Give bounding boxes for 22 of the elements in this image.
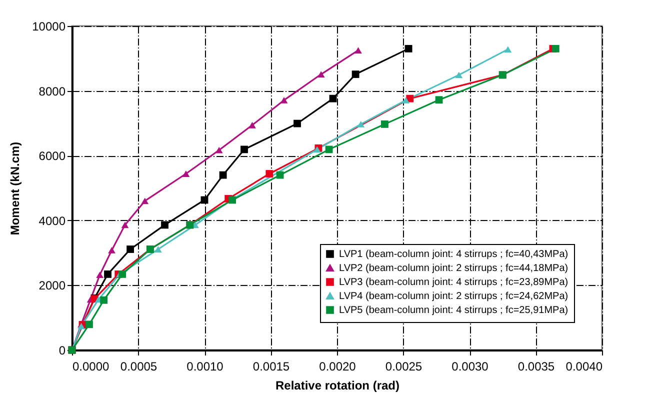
- x-axis-title: Relative rotation (rad): [275, 378, 400, 392]
- legend-label: LVP4 (beam-column joint: 2 stirrups ; fc=24,62MPa): [339, 291, 568, 302]
- y-tick-label: 8000: [38, 84, 66, 98]
- x-tick-label: 0.0025: [385, 360, 422, 374]
- x-tick-label: 0.0000: [72, 360, 110, 374]
- x-tick-label: 0.0035: [518, 360, 555, 374]
- x-tick-label: 0.0030: [452, 360, 489, 374]
- y-tick-label: 2000: [38, 278, 66, 293]
- x-tick-label: 0.0005: [120, 360, 158, 374]
- y-tick-label: 10000: [32, 20, 66, 34]
- x-tick-label: 0.0010: [186, 360, 224, 374]
- legend-label: LVP2 (beam-column joint: 2 stirrups ; fc=44,18MPa): [339, 263, 568, 274]
- legend-label: LVP5 (beam-column joint: 4 stirrups ; fc=25,91MPa): [339, 305, 568, 316]
- legend-label: LVP1 (beam-column joint: 4 stirrups ; fc=40,43MPa): [339, 249, 568, 260]
- legend-label: LVP3 (beam-column joint: 4 stirrups ; fc=23,89MPa): [339, 277, 568, 288]
- y-tick-label: 4000: [38, 214, 66, 228]
- y-tick-label: 6000: [38, 149, 66, 164]
- y-axis-title: Moment (kN.cm): [8, 142, 22, 236]
- x-tick-label: 0.0020: [319, 360, 356, 374]
- x-tick-label: 0.0015: [252, 360, 290, 374]
- x-tick-label: 0.0040: [566, 360, 603, 374]
- y-tick-label: 0: [58, 344, 66, 358]
